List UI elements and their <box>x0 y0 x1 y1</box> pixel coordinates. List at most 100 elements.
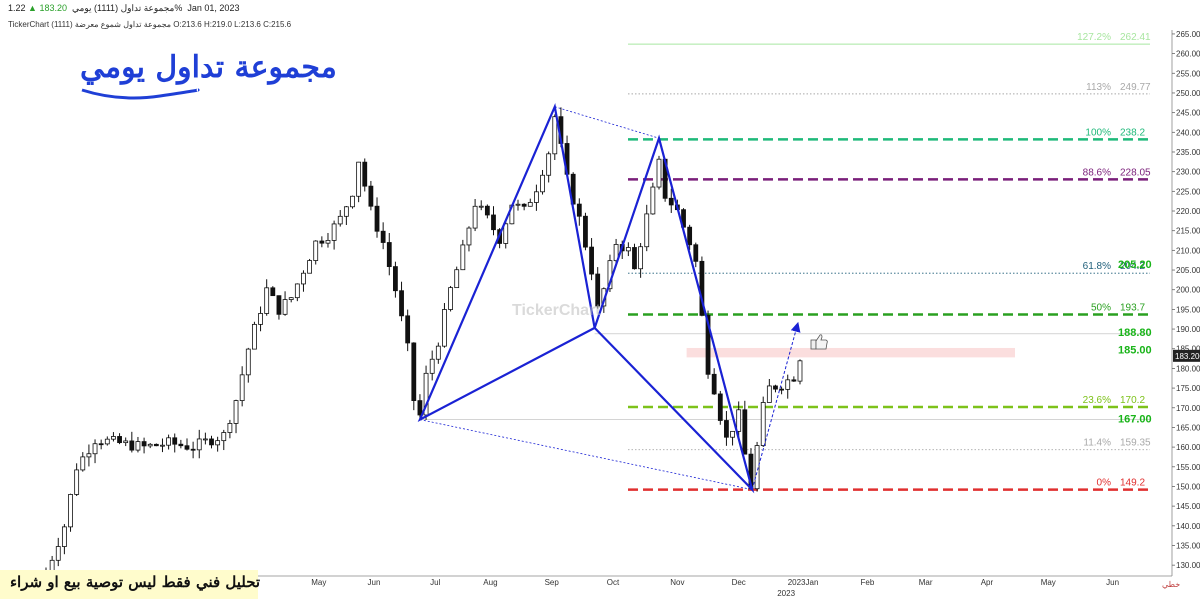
fib-percent-label: 0% <box>1097 478 1112 489</box>
candle-body <box>172 437 178 445</box>
candle-body <box>350 195 355 208</box>
candle-body <box>141 441 147 447</box>
fib-percent-label: 11.4% <box>1083 438 1111 449</box>
candle-body <box>80 456 86 471</box>
axis-tick-label: 260.0000 <box>1176 50 1200 59</box>
candle-body <box>595 273 601 307</box>
fib-percent-label: 23.6% <box>1083 395 1111 406</box>
candle-body <box>74 469 80 495</box>
candle-body <box>521 203 527 207</box>
candle-body <box>196 438 202 451</box>
candle-body <box>227 423 233 433</box>
candle-body <box>760 402 766 446</box>
candle-body <box>399 290 404 317</box>
month-label: 2023Jan <box>788 578 819 587</box>
fib-value-label: 228.05 <box>1120 167 1151 178</box>
candle-body <box>356 161 362 197</box>
pattern-dotted-xd <box>419 419 753 491</box>
candle-body <box>221 432 227 442</box>
month-label: Jul <box>430 578 440 587</box>
candle-body <box>650 186 656 215</box>
candle-body <box>478 205 484 208</box>
fib-value-label: 159.35 <box>1120 438 1151 449</box>
last-price-label: 183.2000 <box>1175 352 1200 361</box>
fib-percent-label: 113% <box>1086 82 1111 93</box>
month-label: Jun <box>368 578 381 587</box>
axis-tick-label: 140.0000 <box>1176 522 1200 531</box>
candle-body <box>307 260 312 274</box>
target-label: 188.80 <box>1118 327 1152 339</box>
fib-percent-label: 88.6% <box>1083 167 1111 178</box>
thumbs-up-icon <box>810 334 828 350</box>
resistance-zone <box>686 347 1015 358</box>
candle-body <box>288 297 294 300</box>
axis-tick-label: 155.0000 <box>1176 463 1200 472</box>
fib-value-label: 262.41 <box>1120 32 1151 43</box>
candle-body <box>546 153 552 176</box>
symbol-code: (1111) <box>94 3 119 13</box>
candle-body <box>337 215 343 225</box>
candle-body <box>209 438 214 446</box>
candle-body <box>503 223 509 244</box>
candle-body <box>98 443 104 446</box>
axis-tick-label: 190.0000 <box>1176 325 1200 334</box>
candle-body <box>61 526 67 547</box>
candle-body <box>448 287 453 310</box>
candle-body <box>435 345 441 360</box>
candle-body <box>724 420 729 438</box>
axis-tick-label: 250.0000 <box>1176 89 1200 98</box>
candle-body <box>276 295 282 315</box>
candle-body <box>282 299 288 315</box>
candle-body <box>374 205 380 232</box>
axis-tick-label: 170.0000 <box>1176 404 1200 413</box>
target-label: 205.20 <box>1118 259 1152 271</box>
axis-tick-label: 210.0000 <box>1176 246 1200 255</box>
candle-body <box>92 443 98 455</box>
fib-value-label: 193.7 <box>1120 303 1145 314</box>
candle-body <box>429 358 435 374</box>
candle-body <box>711 373 717 395</box>
candle-body <box>717 393 723 421</box>
chart-title: مجموعة تداول يومي <box>80 50 337 85</box>
candle-body <box>736 409 742 432</box>
candle-body <box>484 205 490 216</box>
title-underline <box>81 88 200 100</box>
scale-toggle-button[interactable]: خطي <box>1162 580 1181 589</box>
candle-body <box>687 226 693 246</box>
candle-body <box>362 161 368 187</box>
last-price-box <box>1173 349 1200 362</box>
axis-tick-label: 165.0000 <box>1176 423 1200 432</box>
candle-body <box>423 372 429 416</box>
candle-body <box>589 246 594 275</box>
candle-body <box>270 287 276 297</box>
candle-body <box>233 400 239 424</box>
candle-body <box>264 287 270 314</box>
month-label: May <box>1041 578 1056 587</box>
axis-tick-label: 180.0000 <box>1176 364 1200 373</box>
axis-tick-label: 240.0000 <box>1176 128 1200 137</box>
pattern-dotted-ac <box>554 106 660 139</box>
candle-body <box>86 453 92 458</box>
candle-body <box>754 445 760 490</box>
candle-body <box>319 240 325 244</box>
candle-body <box>153 443 159 447</box>
candle-body <box>258 313 263 325</box>
candle-body <box>766 385 772 403</box>
axis-tick-label: 145.0000 <box>1176 502 1200 511</box>
candle-body <box>160 444 165 447</box>
candle-body <box>625 247 631 252</box>
candle-body <box>405 315 411 344</box>
candle-body <box>331 223 337 241</box>
axis-tick-label: 215.0000 <box>1176 227 1200 236</box>
candle-body <box>779 388 784 391</box>
fib-percent-label: 61.8% <box>1083 261 1111 272</box>
fib-percent-label: 127.2% <box>1077 32 1111 43</box>
axis-tick-label: 195.0000 <box>1176 305 1200 314</box>
candle-body <box>129 440 135 451</box>
candle-body <box>166 437 172 446</box>
candle-body <box>386 242 392 267</box>
period-label: يومي <box>72 3 92 13</box>
candle-body <box>123 440 129 444</box>
fib-value-label: 238.2 <box>1120 127 1145 138</box>
